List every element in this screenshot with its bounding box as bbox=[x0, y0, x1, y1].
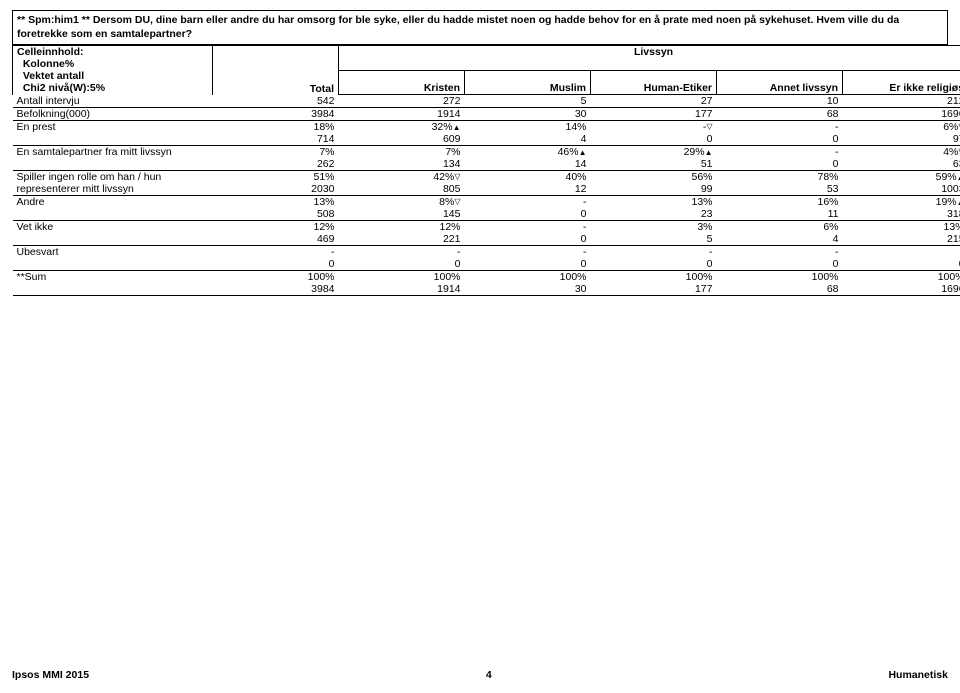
table-row: En samtalepartner fra mitt livssyn7%7%46… bbox=[13, 146, 960, 159]
row-label: Ubesvart bbox=[13, 246, 213, 271]
footer-center: 4 bbox=[486, 669, 492, 681]
footer-left: Ipsos MMI 2015 bbox=[12, 669, 89, 681]
table-row: Vet ikke12%12%-3%6%13% bbox=[13, 221, 960, 234]
question-text: ** Spm:him1 ** Dersom DU, dine barn elle… bbox=[12, 10, 948, 45]
col-total: Total bbox=[213, 46, 339, 95]
col-annet: Annet livssyn bbox=[717, 70, 843, 94]
triangle-up-icon bbox=[957, 171, 960, 183]
table-row: Befolkning(000) 3984 1914 30 177 68 1696 bbox=[13, 108, 960, 121]
col-humanetiker: Human-Etiker bbox=[591, 70, 717, 94]
triangle-down-icon bbox=[706, 121, 712, 133]
row-label: **Sum bbox=[13, 271, 213, 296]
page-footer: Ipsos MMI 2015 4 Humanetisk bbox=[12, 669, 948, 681]
table-row: Ubesvart------ bbox=[13, 246, 960, 259]
group-header: Livssyn bbox=[339, 46, 960, 70]
table-row: **Sum100%100%100%100%100%100% bbox=[13, 271, 960, 284]
row-label: Befolkning(000) bbox=[13, 108, 213, 121]
triangle-up-icon bbox=[453, 121, 461, 133]
table-row: Spiller ingen rolle om han / hun represe… bbox=[13, 171, 960, 184]
cellinfo-l1: Celleinnhold: bbox=[17, 46, 84, 58]
row-label: Antall intervju bbox=[13, 95, 213, 108]
row-label: Spiller ingen rolle om han / hun represe… bbox=[13, 171, 213, 196]
table-row: En prest18%32%14%--6% bbox=[13, 121, 960, 134]
triangle-down-icon bbox=[454, 171, 460, 183]
crosstab-table: Celleinnhold: Kolonne% Vektet antall Chi… bbox=[12, 45, 960, 296]
row-label: En prest bbox=[13, 121, 213, 146]
triangle-up-icon bbox=[957, 196, 960, 208]
table-row: Andre13%8%-13%16%19% bbox=[13, 196, 960, 209]
col-ikkereligios: Er ikke religiøs bbox=[843, 70, 960, 94]
triangle-down-icon bbox=[454, 196, 460, 208]
col-muslim: Muslim bbox=[465, 70, 591, 94]
cellinfo-l4: Chi2 nivå(W):5% bbox=[23, 82, 105, 94]
triangle-up-icon bbox=[579, 146, 587, 158]
col-kristen: Kristen bbox=[339, 70, 465, 94]
cellinfo-l3: Vektet antall bbox=[23, 70, 84, 82]
triangle-up-icon bbox=[705, 146, 713, 158]
row-label: En samtalepartner fra mitt livssyn bbox=[13, 146, 213, 171]
footer-right: Humanetisk bbox=[888, 669, 948, 681]
table-row: Antall intervju 542 272 5 27 10 212 bbox=[13, 95, 960, 108]
cell-info: Celleinnhold: Kolonne% Vektet antall Chi… bbox=[13, 46, 213, 95]
cellinfo-l2: Kolonne% bbox=[23, 58, 74, 70]
row-label: Andre bbox=[13, 196, 213, 221]
row-label: Vet ikke bbox=[13, 221, 213, 246]
